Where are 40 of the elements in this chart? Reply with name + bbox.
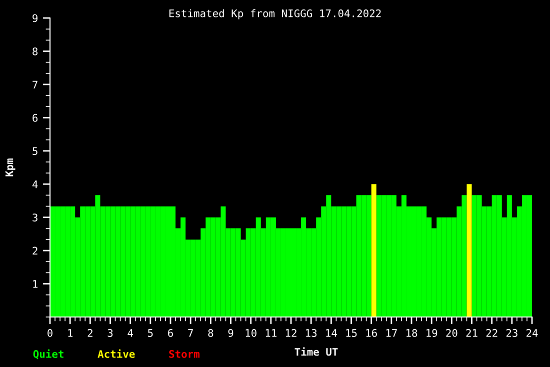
- x-tick-label: 3: [108, 329, 113, 337]
- x-tick-label: 11: [266, 329, 276, 337]
- x-tick-label: 15: [346, 329, 357, 337]
- x-tick-label: 8: [208, 329, 214, 337]
- y-tick-label: 6: [32, 114, 38, 122]
- chart-title: Estimated Kp from NIGGG 17.04.2022: [169, 9, 381, 20]
- x-tick-label: 12: [286, 329, 296, 337]
- x-tick-label: 2: [88, 329, 92, 337]
- x-tick-label: 22: [486, 329, 498, 337]
- x-tick-label: 7: [188, 329, 193, 337]
- x-tick-label: 5: [148, 329, 153, 337]
- x-tick-label: 6: [168, 329, 173, 337]
- legend-label: Storm: [169, 350, 200, 358]
- y-tick-label: 7: [32, 80, 38, 88]
- y-tick-label: 1: [33, 280, 38, 288]
- x-tick-label: 23: [506, 329, 518, 337]
- x-axis-title: Time UT: [294, 347, 338, 356]
- x-tick-label: 20: [446, 329, 458, 337]
- text: Quiet: [33, 349, 64, 360]
- x-tick-label: 13: [306, 329, 317, 337]
- x-tick-label: 17: [386, 329, 397, 337]
- x-tick-label: 21: [466, 329, 478, 337]
- x-tick-label: 16: [366, 329, 377, 337]
- y-tick-label: 2: [32, 246, 38, 255]
- y-tick-label: 5: [32, 147, 38, 156]
- x-tick-label: 14: [326, 329, 337, 337]
- y-tick-label: 9: [32, 14, 38, 22]
- x-tick-label: 1: [68, 329, 73, 337]
- y-tick-label: 3: [32, 214, 38, 222]
- x-tick-label: 10: [246, 329, 256, 337]
- x-tick-label: 0: [48, 329, 52, 337]
- text: Active: [98, 349, 135, 358]
- x-tick-label: 24: [526, 329, 538, 337]
- x-tick-label: 9: [228, 329, 234, 337]
- x-tick-label: 19: [426, 329, 438, 337]
- y-axis-title: Kpm: [5, 158, 16, 176]
- y-tick-label: 4: [32, 180, 38, 188]
- x-tick-label: 18: [406, 329, 418, 337]
- x-tick-label: 4: [128, 329, 133, 337]
- y-tick-label: 8: [32, 47, 38, 56]
